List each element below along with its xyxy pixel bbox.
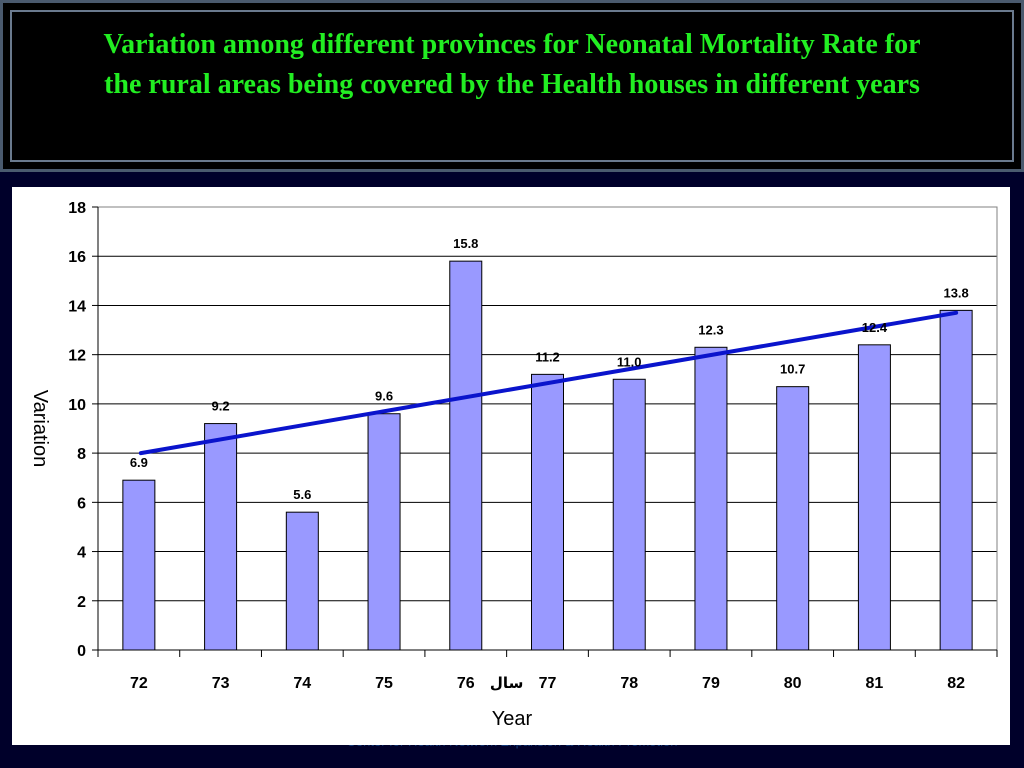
data-label: 6.9 bbox=[130, 455, 148, 470]
data-labels: 6.9 9.2 5.6 9.6 15.8 11.2 11.0 12.3 10.7 12.4 13.8 bbox=[130, 236, 969, 502]
y-tick-label: 14 bbox=[68, 298, 86, 315]
data-label: 10.7 bbox=[780, 362, 805, 377]
data-label: 5.6 bbox=[293, 487, 311, 502]
data-label: 11.0 bbox=[617, 354, 642, 369]
y-tick-label: 0 bbox=[77, 643, 86, 660]
bar bbox=[449, 260, 483, 651]
bars bbox=[122, 260, 973, 651]
x-tick-label: 72 bbox=[130, 675, 148, 692]
title-box: Variation among different provinces for … bbox=[0, 0, 1024, 172]
slide-title: Variation among different provinces for … bbox=[103, 29, 921, 100]
y-tick-label: 10 bbox=[68, 397, 86, 414]
bar bbox=[531, 373, 564, 651]
y-axis-title: Variation bbox=[29, 390, 51, 467]
data-label: 9.6 bbox=[375, 389, 393, 404]
x-axis-title: Year bbox=[492, 708, 533, 730]
x-tick-label: 76 bbox=[457, 675, 475, 692]
title-frame bbox=[10, 10, 1014, 162]
data-label: 12.4 bbox=[862, 320, 888, 335]
bar bbox=[122, 479, 156, 651]
x-tick-label: 78 bbox=[620, 675, 638, 692]
axes: 0 2 4 6 8 10 12 14 16 18 72 73 74 75 76 77 78 79 80 81 82 bbox=[68, 200, 998, 692]
x-tick-label: 77 bbox=[539, 675, 557, 692]
y-tick-label: 12 bbox=[68, 348, 86, 365]
data-label: 13.8 bbox=[943, 285, 968, 300]
x-tick-label: 74 bbox=[293, 675, 311, 692]
bar bbox=[776, 386, 810, 651]
bar bbox=[939, 309, 973, 651]
bar bbox=[694, 346, 728, 651]
y-tick-label: 4 bbox=[77, 545, 86, 562]
bar bbox=[857, 344, 891, 651]
x-tick-label: 73 bbox=[212, 675, 230, 692]
trend-line bbox=[138, 310, 959, 456]
data-label: 15.8 bbox=[453, 236, 478, 251]
x-tick-label: 82 bbox=[947, 675, 965, 692]
y-tick-label: 6 bbox=[77, 495, 86, 512]
bar bbox=[204, 423, 238, 651]
data-label: 11.2 bbox=[535, 349, 560, 364]
y-tick-label: 8 bbox=[77, 446, 86, 463]
x-axis-secondary-label: سال bbox=[490, 674, 523, 692]
x-tick-label: 75 bbox=[375, 675, 393, 692]
y-tick-label: 16 bbox=[68, 249, 86, 266]
data-label: 9.2 bbox=[212, 399, 230, 414]
bar bbox=[285, 511, 319, 651]
x-tick-label: 81 bbox=[866, 675, 884, 692]
bar bbox=[612, 378, 646, 651]
data-label: 12.3 bbox=[698, 322, 723, 337]
chart-panel: 6.9 9.2 5.6 9.6 15.8 11.2 11.0 12.3 10.7 12.4 13.8… bbox=[12, 187, 1010, 745]
bar bbox=[367, 413, 401, 651]
bar-chart: 6.9 9.2 5.6 9.6 15.8 11.2 11.0 12.3 10.7 12.4 13.8… bbox=[29, 200, 998, 730]
x-tick-label: 80 bbox=[784, 675, 802, 692]
y-tick-label: 2 bbox=[77, 594, 86, 611]
x-tick-label: 79 bbox=[702, 675, 720, 692]
y-tick-label: 18 bbox=[68, 200, 86, 217]
